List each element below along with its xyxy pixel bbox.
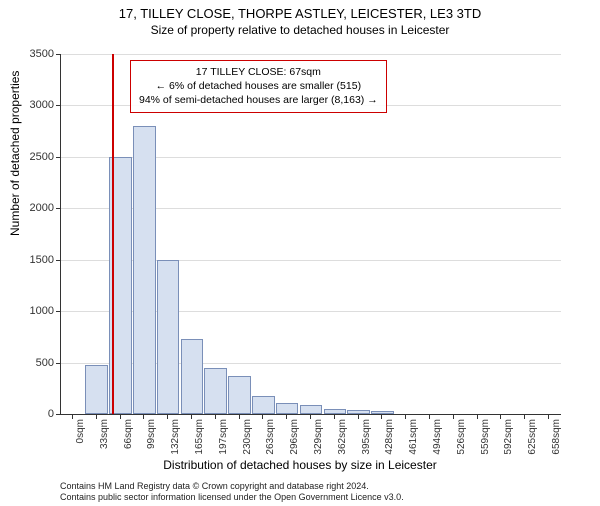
ytick-label: 1500: [14, 254, 54, 266]
xtick-label: 296sqm: [289, 419, 300, 455]
ytick-label: 2500: [14, 151, 54, 163]
ytick-mark: [56, 311, 61, 312]
xtick-label: 0sqm: [75, 419, 86, 443]
page-subtitle: Size of property relative to detached ho…: [0, 23, 600, 37]
xtick-mark: [96, 414, 97, 419]
histogram-bar: [324, 409, 347, 414]
ytick-mark: [56, 363, 61, 364]
xtick-label: 461sqm: [408, 419, 419, 455]
xtick-mark: [548, 414, 549, 419]
xtick-label: 329sqm: [313, 419, 324, 455]
xtick-label: 33sqm: [99, 419, 110, 449]
xtick-label: 559sqm: [480, 419, 491, 455]
footer-line1: Contains HM Land Registry data © Crown c…: [60, 481, 404, 492]
ytick-label: 500: [14, 357, 54, 369]
marker-line: [112, 54, 114, 414]
ytick-label: 3000: [14, 99, 54, 111]
histogram-bar: [133, 126, 156, 414]
xtick-mark: [215, 414, 216, 419]
ytick-label: 3500: [14, 48, 54, 60]
xtick-label: 658sqm: [551, 419, 562, 455]
ytick-label: 2000: [14, 202, 54, 214]
xtick-mark: [381, 414, 382, 419]
page-title: 17, TILLEY CLOSE, THORPE ASTLEY, LEICEST…: [0, 6, 600, 21]
xtick-mark: [286, 414, 287, 419]
xtick-label: 428sqm: [384, 419, 395, 455]
xtick-label: 494sqm: [432, 419, 443, 455]
ytick-mark: [56, 208, 61, 209]
xtick-label: 625sqm: [527, 419, 538, 455]
xtick-mark: [310, 414, 311, 419]
annotation-line1: 17 TILLEY CLOSE: 67sqm: [139, 65, 378, 79]
grid-line: [61, 54, 561, 55]
ytick-label: 1000: [14, 305, 54, 317]
xtick-label: 165sqm: [194, 419, 205, 455]
histogram-bar: [300, 405, 323, 414]
xtick-mark: [477, 414, 478, 419]
xtick-mark: [429, 414, 430, 419]
xtick-label: 197sqm: [218, 419, 229, 455]
xtick-label: 526sqm: [456, 419, 467, 455]
xtick-mark: [262, 414, 263, 419]
xtick-mark: [453, 414, 454, 419]
ytick-label: 0: [14, 408, 54, 420]
annotation-line2: ← 6% of detached houses are smaller (515…: [139, 79, 378, 93]
xtick-mark: [143, 414, 144, 419]
ytick-mark: [56, 54, 61, 55]
annotation-line3: 94% of semi-detached houses are larger (…: [139, 93, 378, 107]
xtick-mark: [405, 414, 406, 419]
xtick-label: 592sqm: [503, 419, 514, 455]
histogram-bar: [85, 365, 108, 414]
ytick-mark: [56, 260, 61, 261]
xtick-mark: [120, 414, 121, 419]
xtick-mark: [524, 414, 525, 419]
xtick-mark: [358, 414, 359, 419]
xtick-label: 395sqm: [361, 419, 372, 455]
ytick-mark: [56, 105, 61, 106]
ytick-mark: [56, 414, 61, 415]
histogram-bar: [276, 403, 299, 414]
xtick-label: 362sqm: [337, 419, 348, 455]
annotation-box: 17 TILLEY CLOSE: 67sqm ← 6% of detached …: [130, 60, 387, 113]
ytick-mark: [56, 157, 61, 158]
chart-area: 17 TILLEY CLOSE: 67sqm ← 6% of detached …: [60, 54, 560, 414]
xtick-mark: [239, 414, 240, 419]
histogram-bar: [181, 339, 204, 414]
chart-container: 17, TILLEY CLOSE, THORPE ASTLEY, LEICEST…: [0, 6, 600, 506]
x-axis-label: Distribution of detached houses by size …: [0, 458, 600, 472]
xtick-label: 230sqm: [242, 419, 253, 455]
xtick-mark: [72, 414, 73, 419]
histogram-bar: [252, 396, 275, 415]
histogram-bar: [157, 260, 180, 414]
xtick-mark: [191, 414, 192, 419]
xtick-label: 99sqm: [146, 419, 157, 449]
histogram-bar: [228, 376, 251, 414]
xtick-mark: [334, 414, 335, 419]
xtick-label: 263sqm: [265, 419, 276, 455]
histogram-bar: [204, 368, 227, 414]
xtick-mark: [167, 414, 168, 419]
footer-line2: Contains public sector information licen…: [60, 492, 404, 503]
xtick-mark: [500, 414, 501, 419]
xtick-label: 132sqm: [170, 419, 181, 455]
xtick-label: 66sqm: [123, 419, 134, 449]
